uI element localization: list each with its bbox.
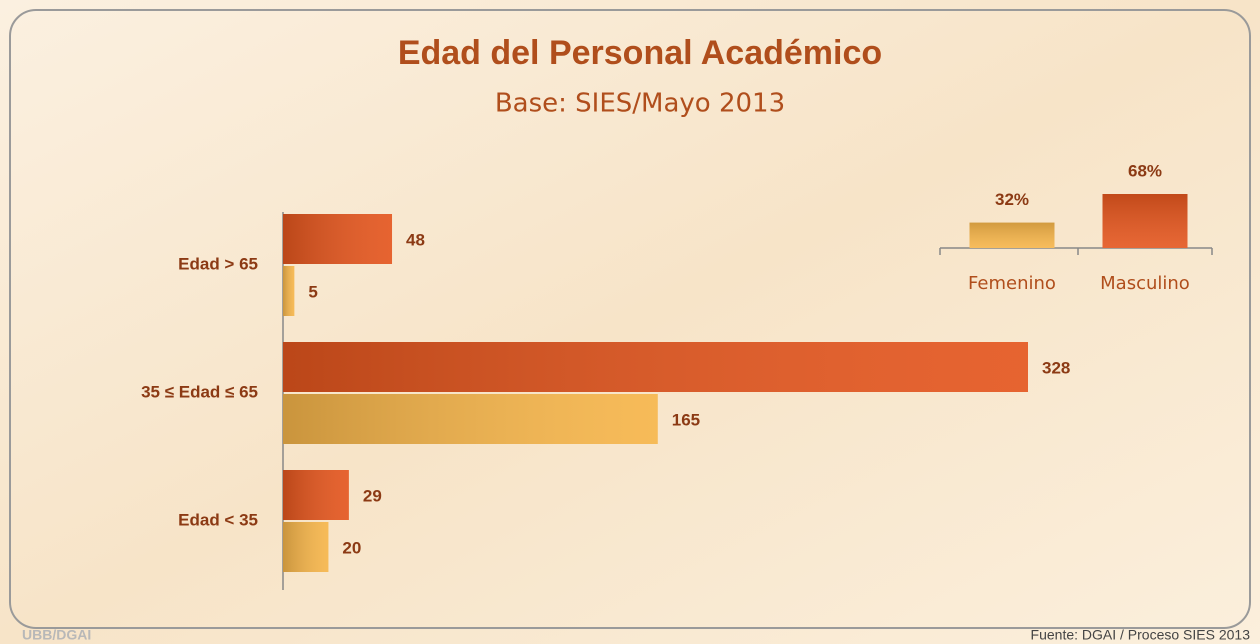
subtitle: Base: SIES/Mayo 2013 [495,89,785,119]
source: Fuente: DGAI / Proceso SIES 2013 [1031,627,1251,643]
value-label: 29 [363,486,382,505]
category-label: Masculino [1100,273,1190,294]
value-label: 165 [672,410,700,429]
bar-shade [283,522,329,572]
category-label: Edad > 65 [178,254,258,273]
category-label: Femenino [968,273,1056,294]
category-label: 35 ≤ Edad ≤ 65 [141,382,258,401]
bar-shade [283,266,295,316]
logo: UBB/DGAI [22,627,91,643]
bar-shade [283,394,658,444]
value-label: 48 [406,230,425,249]
bar-shade [283,470,349,520]
value-label: 20 [342,538,361,557]
value-label: 68% [1128,161,1162,180]
bar-shade [1102,194,1188,248]
value-label: 32% [995,190,1029,209]
bar-shade [969,222,1055,248]
bar-shade [283,342,1028,392]
category-label: Edad < 35 [178,510,258,529]
frame [9,9,1251,629]
value-label: 5 [308,282,317,301]
title: Edad del Personal Académico [398,34,882,72]
bar-shade [283,214,393,264]
value-label: 328 [1042,358,1070,377]
